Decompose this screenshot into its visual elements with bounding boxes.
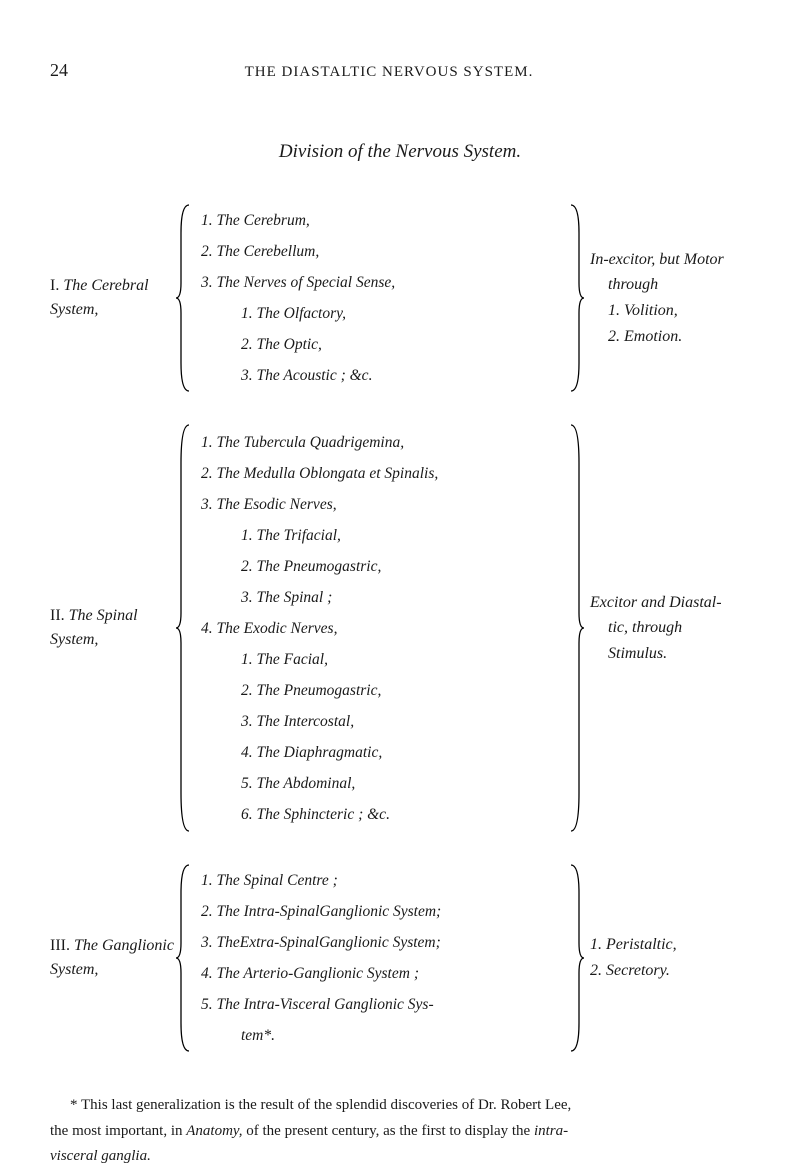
sub-item: 2. The Pneumogastric, [201,551,567,582]
main-title: Division of the Nervous System. [50,141,750,163]
footnote-text: the most important, in [50,1123,186,1139]
sub-item: 1. The Facial, [201,644,567,675]
right-line: Stimulus. [590,641,750,667]
right-2: Excitor and Diastal- tic, through Stimul… [585,590,750,667]
item: 3. TheExtra-SpinalGanglionic System; [201,927,567,958]
footnote-text: of the present century, as the first to … [243,1123,534,1139]
item: 3. The Nerves of Special Sense, [201,267,567,298]
item: 2. The Medulla Oblongata et Spinalis, [201,458,567,489]
item-cont: tem*. [201,1020,567,1051]
footnote-text: This last generalization is the result o… [81,1097,571,1113]
right-line: 1. Volition, [590,298,750,324]
section-ganglionic: III. The Ganglionic System, 1. The Spina… [50,863,750,1053]
section-spinal: II. The Spinal System, 1. The Tubercula … [50,423,750,833]
right-line: Excitor and Diastal- [590,590,750,616]
right-3: 1. Peristaltic, 2. Secretory. [585,932,750,983]
brace-right-2 [567,423,585,833]
brace-left-3 [175,863,193,1053]
sub-item: 6. The Sphincteric ; &c. [201,799,567,830]
label-text-1: The Cerebral System, [50,277,149,318]
sub-item: 3. The Acoustic ; &c. [201,360,567,391]
section-label-2: II. The Spinal System, [50,604,175,652]
footnote-italic: intra- [534,1123,568,1139]
item: 1. The Spinal Centre ; [201,865,567,896]
page-number: 24 [50,60,68,81]
item: 1. The Tubercula Quadrigemina, [201,427,567,458]
item: 4. The Arterio-Ganglionic System ; [201,958,567,989]
roman-1: I. [50,277,59,294]
item: 1. The Cerebrum, [201,205,567,236]
brace-right-1 [567,203,585,393]
right-line: tic, through [590,615,750,641]
content-2: 1. The Tubercula Quadrigemina, 2. The Me… [193,427,567,830]
item: 2. The Cerebellum, [201,236,567,267]
sub-item: 1. The Olfactory, [201,298,567,329]
right-line: through [590,272,750,298]
item: 4. The Exodic Nerves, [201,613,567,644]
item: 2. The Intra-SpinalGanglionic System; [201,896,567,927]
footnote-italic: visceral ganglia. [50,1148,151,1164]
sub-item: 3. The Spinal ; [201,582,567,613]
right-line: 2. Emotion. [590,324,750,350]
footnote-marker: * [50,1097,78,1113]
sub-item: 1. The Trifacial, [201,520,567,551]
footnote-italic: Anatomy, [186,1123,242,1139]
right-line: 1. Peristaltic, [590,932,750,958]
section-label-3: III. The Ganglionic System, [50,934,175,982]
roman-2: II. [50,607,65,624]
section-label-1: I. The Cerebral System, [50,274,175,322]
running-header: THE DIASTALTIC NERVOUS SYSTEM. [68,64,750,81]
sub-item: 3. The Intercostal, [201,706,567,737]
page-header: 24 THE DIASTALTIC NERVOUS SYSTEM. [50,60,750,81]
sub-item: 5. The Abdominal, [201,768,567,799]
right-1: In-excitor, but Motor through 1. Volitio… [585,247,750,349]
section-cerebral: I. The Cerebral System, 1. The Cerebrum,… [50,203,750,393]
content-1: 1. The Cerebrum, 2. The Cerebellum, 3. T… [193,205,567,391]
right-line: 2. Secretory. [590,958,750,984]
item: 3. The Esodic Nerves, [201,489,567,520]
sub-item: 2. The Optic, [201,329,567,360]
brace-left-1 [175,203,193,393]
content-3: 1. The Spinal Centre ; 2. The Intra-Spin… [193,865,567,1051]
roman-3: III. [50,937,70,954]
footnote: * This last generalization is the result… [50,1093,750,1170]
brace-right-3 [567,863,585,1053]
item: 5. The Intra-Visceral Ganglionic Sys- [201,989,567,1020]
sub-item: 4. The Diaphragmatic, [201,737,567,768]
sub-item: 2. The Pneumogastric, [201,675,567,706]
right-line: In-excitor, but Motor [590,247,750,273]
brace-left-2 [175,423,193,833]
